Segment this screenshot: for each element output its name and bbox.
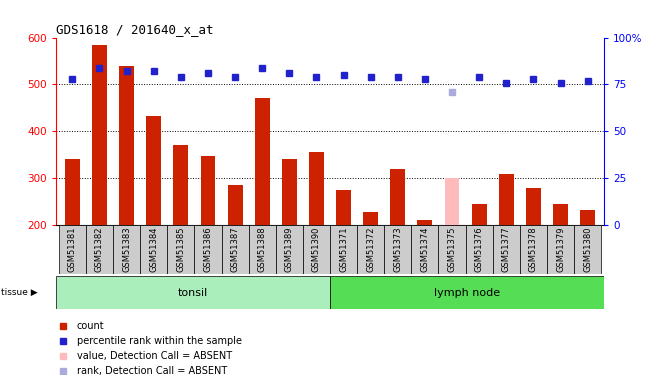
Bar xyxy=(574,225,601,274)
Bar xyxy=(113,225,140,274)
Text: percentile rank within the sample: percentile rank within the sample xyxy=(77,336,242,346)
Text: GSM51382: GSM51382 xyxy=(95,226,104,272)
Text: GSM51373: GSM51373 xyxy=(393,226,403,272)
Bar xyxy=(249,225,276,274)
Bar xyxy=(499,174,513,225)
Bar xyxy=(445,178,459,225)
Bar xyxy=(330,276,604,309)
Text: GSM51377: GSM51377 xyxy=(502,226,511,272)
Text: GSM51389: GSM51389 xyxy=(285,226,294,272)
Bar xyxy=(255,99,270,225)
Text: GSM51381: GSM51381 xyxy=(68,226,77,272)
Bar xyxy=(384,225,411,274)
Bar xyxy=(520,225,547,274)
Bar xyxy=(547,225,574,274)
Bar xyxy=(167,225,195,274)
Bar xyxy=(59,225,86,274)
Bar xyxy=(465,225,493,274)
Bar xyxy=(526,188,541,225)
Bar xyxy=(493,225,520,274)
Bar xyxy=(472,204,486,225)
Bar xyxy=(390,169,405,225)
Bar xyxy=(201,156,215,225)
Bar xyxy=(174,146,188,225)
Bar xyxy=(309,152,324,225)
Text: count: count xyxy=(77,321,104,331)
Bar xyxy=(330,225,357,274)
Bar xyxy=(357,225,384,274)
Bar xyxy=(65,159,80,225)
Text: GSM51388: GSM51388 xyxy=(257,226,267,272)
Text: GSM51379: GSM51379 xyxy=(556,226,565,272)
Bar xyxy=(222,225,249,274)
Bar xyxy=(195,225,222,274)
Bar xyxy=(418,220,432,225)
Text: GSM51375: GSM51375 xyxy=(447,226,457,272)
Bar xyxy=(86,225,113,274)
Bar xyxy=(363,212,378,225)
Text: tonsil: tonsil xyxy=(178,288,208,297)
Text: GDS1618 / 201640_x_at: GDS1618 / 201640_x_at xyxy=(56,23,214,36)
Text: GSM51378: GSM51378 xyxy=(529,226,538,272)
Bar xyxy=(228,185,242,225)
Bar xyxy=(303,225,330,274)
Bar xyxy=(580,210,595,225)
Text: GSM51374: GSM51374 xyxy=(420,226,430,272)
Text: GSM51384: GSM51384 xyxy=(149,226,158,272)
Text: GSM51376: GSM51376 xyxy=(475,226,484,272)
Text: GSM51387: GSM51387 xyxy=(230,226,240,272)
Text: rank, Detection Call = ABSENT: rank, Detection Call = ABSENT xyxy=(77,366,227,375)
Bar xyxy=(92,45,107,225)
Text: GSM51386: GSM51386 xyxy=(203,226,213,272)
Bar xyxy=(438,225,465,274)
Bar xyxy=(553,204,568,225)
Text: GSM51372: GSM51372 xyxy=(366,226,375,272)
Bar xyxy=(140,225,167,274)
Text: tissue ▶: tissue ▶ xyxy=(1,288,38,297)
Text: GSM51383: GSM51383 xyxy=(122,226,131,272)
Bar xyxy=(276,225,303,274)
Text: GSM51385: GSM51385 xyxy=(176,226,185,272)
Bar xyxy=(56,276,330,309)
Text: GSM51390: GSM51390 xyxy=(312,226,321,272)
Text: lymph node: lymph node xyxy=(434,288,500,297)
Bar xyxy=(282,159,297,225)
Bar xyxy=(336,190,351,225)
Text: GSM51371: GSM51371 xyxy=(339,226,348,272)
Text: value, Detection Call = ABSENT: value, Detection Call = ABSENT xyxy=(77,351,232,361)
Bar xyxy=(147,116,161,225)
Bar xyxy=(411,225,438,274)
Text: GSM51380: GSM51380 xyxy=(583,226,592,272)
Bar xyxy=(119,66,134,225)
